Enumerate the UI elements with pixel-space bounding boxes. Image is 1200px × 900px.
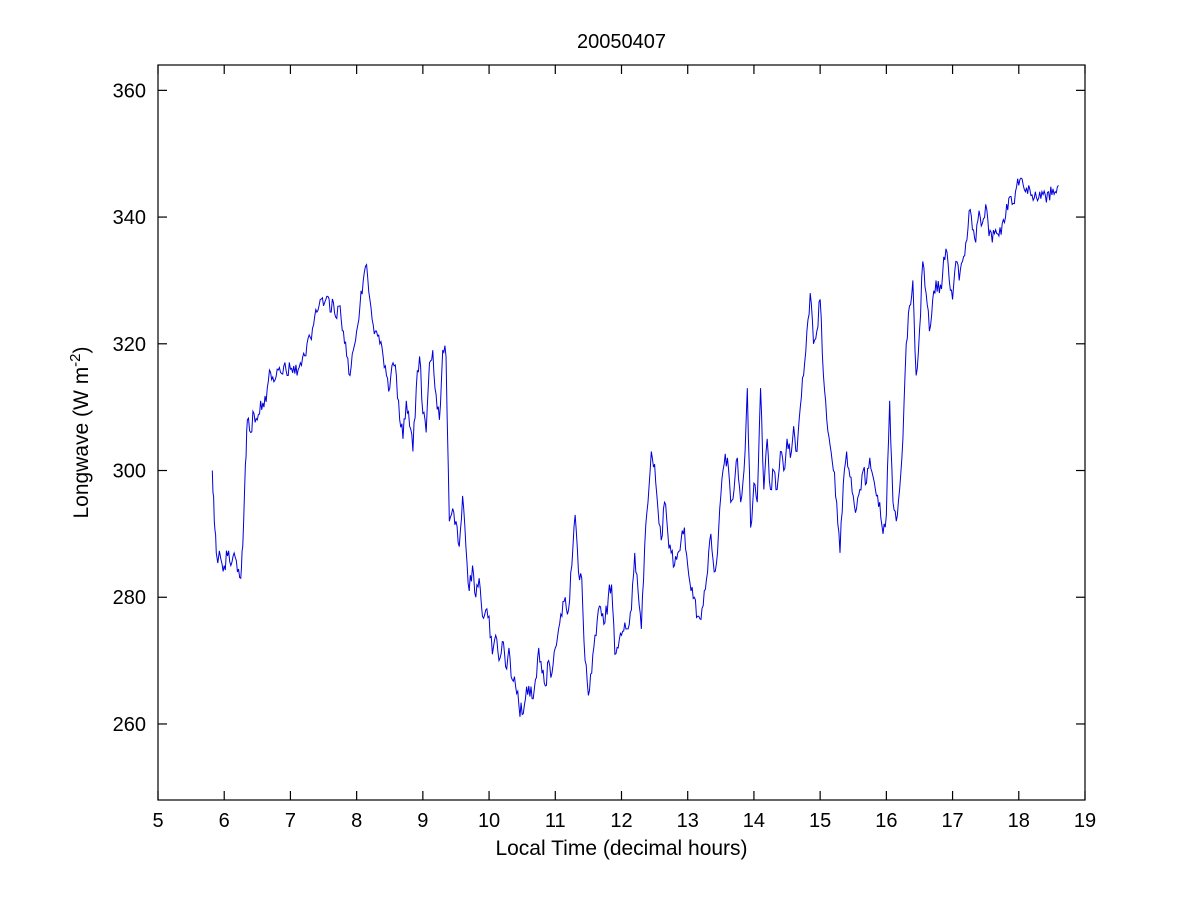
x-tick-label: 16 (875, 810, 897, 832)
x-tick-label: 11 (545, 810, 566, 832)
x-tick-label: 9 (417, 810, 428, 832)
x-tick-label: 18 (1008, 810, 1030, 832)
x-tick-label: 6 (219, 810, 230, 832)
y-axis-label: Longwave (W m-2) (67, 346, 93, 518)
x-tick-label: 19 (1074, 810, 1096, 832)
y-axis-label-superscript: -2 (67, 353, 84, 366)
x-tick-label: 15 (809, 810, 831, 832)
x-tick-label: 5 (152, 810, 163, 832)
x-tick-label: 7 (285, 810, 296, 832)
y-tick-label: 280 (113, 587, 146, 609)
y-tick-label: 320 (113, 334, 146, 356)
longwave-series-line (211, 177, 1059, 717)
y-axis-label-main: Longwave (W m (70, 367, 93, 519)
x-tick-label: 13 (677, 810, 699, 832)
y-tick-label: 260 (113, 714, 146, 736)
x-tick-label: 14 (743, 810, 765, 832)
x-axis-ticks: 5 6 7 8 9 10 11 12 13 14 15 16 17 18 19 (152, 65, 1096, 832)
y-tick-label: 340 (113, 207, 146, 229)
x-tick-label: 8 (351, 810, 362, 832)
x-tick-label: 17 (941, 810, 963, 832)
x-axis-label: Local Time (decimal hours) (495, 837, 747, 860)
x-tick-label: 12 (610, 810, 632, 832)
y-axis-ticks: 260 280 300 320 340 360 (113, 80, 1085, 736)
y-tick-label: 300 (113, 461, 146, 483)
plot-area (158, 65, 1085, 800)
y-axis-label-close: ) (70, 346, 93, 353)
series-group (211, 177, 1059, 717)
chart-title: 20050407 (577, 31, 666, 53)
x-tick-label: 10 (478, 810, 500, 832)
y-tick-label: 360 (113, 80, 146, 102)
